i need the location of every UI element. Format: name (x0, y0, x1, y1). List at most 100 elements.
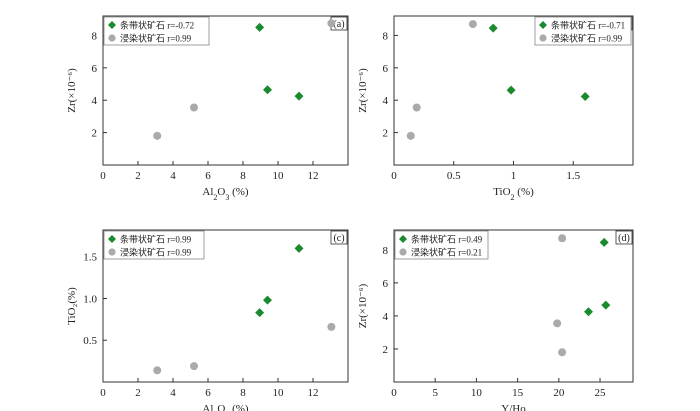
y-axis-label: Zr(×10⁻⁶) (66, 68, 78, 113)
x-tick-label: 5 (432, 387, 438, 399)
panel-label: (c) (333, 233, 344, 244)
legend-label: 浸染状矿石 r=0.99 (551, 33, 623, 44)
plot-frame (102, 15, 349, 166)
x-tick-label: 0.5 (447, 170, 461, 182)
x-tick-label: 0 (100, 170, 106, 182)
y-axis-label: TiO₂(%) (66, 287, 78, 325)
legend-label: 条带状矿石 r=0.99 (120, 234, 192, 245)
legend-marker-circle (539, 34, 547, 42)
x-tick-label: 25 (595, 387, 607, 399)
x-tick-label: 8 (240, 170, 246, 182)
data-point-diamond (601, 300, 611, 310)
data-point-diamond (263, 295, 272, 305)
data-point-diamond (580, 91, 590, 101)
data-point-diamond (583, 307, 593, 317)
x-tick-label: 4 (170, 170, 176, 182)
y-tick-label: 1.5 (83, 252, 97, 264)
legend-marker-diamond (108, 21, 116, 29)
legend-marker-diamond (108, 235, 116, 243)
legend-marker-circle (108, 34, 116, 42)
y-tick-label: 1.0 (83, 293, 97, 305)
data-point-diamond (506, 85, 516, 95)
data-point-diamond (488, 23, 498, 33)
x-tick-label: 4 (170, 387, 176, 399)
x-tick-label: 12 (308, 387, 319, 399)
x-tick-label: 6 (205, 387, 211, 399)
data-point-diamond (255, 308, 265, 318)
y-tick-label: 8 (92, 30, 98, 42)
legend-marker-circle (108, 248, 116, 256)
legend-label: 浸染状矿石 r=0.99 (120, 33, 192, 44)
y-tick-label: 8 (383, 30, 389, 42)
data-point-circle (327, 322, 336, 331)
x-tick-label: 1.5 (566, 170, 580, 182)
y-tick-label: 0.5 (83, 335, 97, 347)
plot-frame (102, 229, 349, 383)
y-tick-label: 6 (383, 278, 389, 290)
y-axis-label: Zr(×10⁻⁶) (357, 283, 369, 328)
x-tick-label: 2 (135, 170, 141, 182)
data-point-circle (327, 19, 336, 28)
y-tick-label: 4 (92, 95, 98, 107)
legend-label: 浸染状矿石 r=0.21 (411, 247, 482, 258)
x-tick-label: 10 (273, 170, 285, 182)
data-point-circle (558, 348, 567, 357)
data-point-circle (412, 103, 421, 112)
legend-box (534, 16, 632, 46)
data-point-circle (406, 131, 415, 140)
data-point-circle (468, 20, 477, 29)
y-tick-label: 2 (383, 128, 389, 140)
panel-label-box (615, 230, 633, 245)
x-tick-label: 0 (391, 170, 397, 182)
x-tick-label: 10 (471, 387, 483, 399)
x-tick-label: 15 (512, 387, 524, 399)
plot-frame (393, 229, 634, 383)
data-point-circle (558, 234, 567, 243)
legend-box (103, 230, 205, 260)
data-point-circle (153, 131, 162, 140)
legend-box (103, 16, 210, 46)
y-tick-label: 6 (383, 63, 389, 75)
x-tick-label: 0 (100, 387, 106, 399)
data-point-circle (553, 319, 562, 328)
legend-box (394, 230, 489, 260)
legend-marker-diamond (539, 21, 547, 29)
data-point-circle (190, 362, 198, 371)
y-tick-label: 4 (383, 311, 389, 323)
legend-marker-circle (399, 248, 407, 256)
panel-label-box (330, 230, 348, 245)
y-tick-label: 6 (92, 63, 98, 75)
x-tick-label: 20 (553, 387, 565, 399)
chart-panel-c: 0 2 4 6 8 10 12 0.5 1.0 1.5 Al2O3 (%) TiO₂(%) (c) 条带状… (66, 229, 349, 411)
x-tick-label: 6 (205, 170, 211, 182)
x-tick-label: 0 (391, 387, 397, 399)
y-tick-label: 8 (383, 245, 389, 257)
legend-label: 条带状矿石 r=-0.71 (551, 20, 625, 31)
x-tick-label: 1 (511, 170, 517, 182)
chart-panel-d: 0 5 10 15 20 25 2 4 6 8 Y/Ho Zr(×10⁻⁶) (d) 条带状矿石 r=0.… (357, 229, 634, 411)
data-point-diamond (263, 85, 272, 95)
x-axis-label: Al2O3 (%) (202, 403, 249, 411)
data-point-diamond (294, 91, 304, 101)
x-tick-label: 10 (273, 387, 285, 399)
x-axis-label: TiO2 (%) (493, 186, 534, 202)
y-axis-label: Zr(×10⁻⁶) (357, 68, 369, 113)
data-point-diamond (599, 237, 609, 247)
data-point-circle (153, 366, 162, 375)
x-axis-label: Y/Ho (501, 403, 526, 411)
data-point-circle (190, 103, 198, 112)
panel-label: (d) (618, 233, 630, 244)
legend-marker-diamond (399, 235, 407, 243)
y-tick-label: 2 (383, 344, 389, 356)
x-tick-label: 12 (308, 170, 319, 182)
data-point-diamond (255, 22, 265, 32)
data-point-diamond (294, 243, 304, 253)
x-tick-label: 2 (135, 387, 141, 399)
legend-label: 浸染状矿石 r=0.99 (120, 247, 192, 258)
chart-panel-a: 0 2 4 6 8 10 12 2 4 6 8 Al2O3 (%) Zr(×10⁻⁶) (a) 条带状矿石 … (66, 15, 349, 202)
x-tick-label: 8 (240, 387, 246, 399)
x-axis-label: Al2O3 (%) (202, 186, 249, 202)
y-tick-label: 4 (383, 95, 389, 107)
